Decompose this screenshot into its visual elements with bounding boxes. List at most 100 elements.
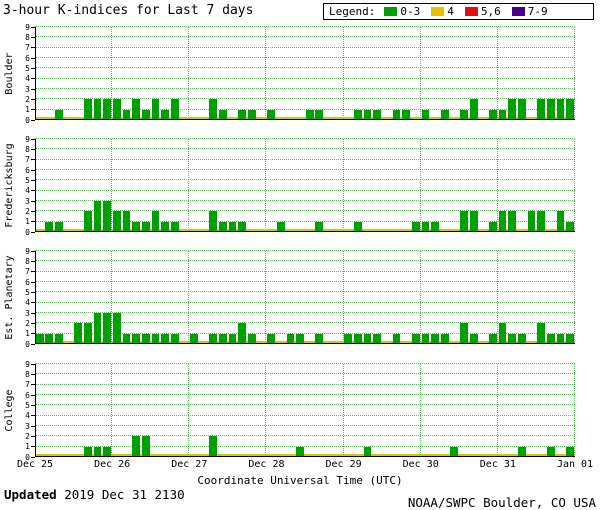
legend-swatch-icon bbox=[511, 7, 525, 16]
k-index-bar bbox=[209, 99, 218, 119]
y-tick-label: 1 bbox=[25, 217, 30, 227]
k-index-bar bbox=[373, 333, 382, 343]
y-tick bbox=[31, 394, 35, 396]
y-tick-label: 7 bbox=[25, 267, 30, 277]
k-index-bar bbox=[460, 323, 468, 343]
k-index-bar bbox=[431, 221, 439, 231]
chart-title: 3-hour K-indices for Last 7 days bbox=[3, 3, 254, 18]
y-tick bbox=[31, 415, 35, 417]
x-axis-line bbox=[35, 231, 575, 232]
y-tick-label: 9 bbox=[25, 359, 30, 369]
y-tick-label: 9 bbox=[25, 246, 30, 256]
h-gridline bbox=[35, 260, 575, 262]
y-tick bbox=[31, 159, 35, 161]
k-index-bar bbox=[546, 99, 555, 119]
y-tick bbox=[31, 231, 35, 233]
h-gridline bbox=[35, 77, 575, 79]
k-index-bar bbox=[267, 333, 276, 343]
y-tick bbox=[31, 210, 35, 212]
k-index-bar bbox=[247, 333, 256, 343]
y-tick bbox=[31, 119, 35, 121]
updated-text: Updated 2019 Dec 31 2130 bbox=[4, 487, 185, 502]
k-index-bar bbox=[402, 109, 411, 119]
k-index-bar bbox=[141, 109, 150, 119]
v-gridline bbox=[265, 27, 267, 120]
y-tick bbox=[31, 425, 35, 427]
k-index-bar bbox=[440, 109, 449, 119]
h-gridline bbox=[35, 363, 575, 364]
h-gridline bbox=[35, 281, 575, 282]
y-tick-label: 0 bbox=[25, 339, 30, 349]
y-tick bbox=[31, 373, 35, 375]
k-index-bar bbox=[141, 436, 150, 456]
k-index-bar bbox=[190, 333, 198, 343]
plot-area bbox=[35, 26, 575, 120]
k-index-bar bbox=[566, 99, 574, 119]
k-index-bar bbox=[93, 99, 102, 119]
h-gridline bbox=[35, 435, 575, 437]
y-tick bbox=[31, 98, 35, 100]
k-index-bar bbox=[556, 333, 565, 343]
legend-swatch-icon bbox=[384, 7, 398, 16]
h-gridline bbox=[35, 138, 575, 139]
panel-est-planetary: Est. Planetary 0 1 2 3 4 5 6 7 8 9 bbox=[0, 247, 600, 349]
y-tick-label: 2 bbox=[25, 94, 30, 104]
y-tick bbox=[31, 138, 35, 140]
h-gridline bbox=[35, 67, 575, 69]
y-axis-line bbox=[35, 251, 36, 344]
k-index-bar bbox=[566, 446, 574, 456]
y-tick bbox=[31, 109, 35, 111]
k-index-bar bbox=[305, 109, 314, 119]
station-label: College bbox=[4, 389, 15, 432]
x-axis-line bbox=[35, 456, 575, 457]
k-index-bar bbox=[489, 333, 497, 343]
y-tick bbox=[31, 221, 35, 223]
h-gridline bbox=[35, 383, 575, 385]
k-index-bar bbox=[421, 221, 430, 231]
k-index-bar bbox=[286, 333, 295, 343]
k-index-bar bbox=[344, 333, 353, 343]
panel-fredericksburg: Fredericksburg 0 1 2 3 4 5 6 7 8 9 bbox=[0, 135, 600, 237]
h-gridline bbox=[35, 200, 575, 201]
k-index-bar bbox=[489, 109, 497, 119]
k-index-bar bbox=[161, 109, 169, 119]
k-index-bar bbox=[161, 333, 169, 343]
h-gridline bbox=[35, 220, 575, 222]
k-index-bar bbox=[498, 109, 507, 119]
k-index-bar bbox=[566, 333, 574, 343]
k-index-bar bbox=[122, 109, 131, 119]
k-index-bar bbox=[209, 211, 218, 231]
legend-swatch-icon bbox=[431, 7, 445, 16]
v-gridline bbox=[265, 139, 267, 232]
legend: Legend: 0-3 4 5,6 7-9 bbox=[323, 3, 594, 20]
x-tick-label: Jan 01 bbox=[556, 459, 594, 470]
k-index-bar bbox=[112, 211, 121, 231]
k-index-bar bbox=[392, 333, 401, 343]
y-tick-label: 6 bbox=[25, 390, 30, 400]
y-tick-label: 7 bbox=[25, 43, 30, 53]
panel-college: College 0 1 2 3 4 5 6 7 8 9 bbox=[0, 360, 600, 462]
y-tick-label: 9 bbox=[25, 134, 30, 144]
h-gridline bbox=[35, 425, 575, 426]
h-gridline bbox=[35, 322, 575, 324]
y-tick bbox=[31, 78, 35, 80]
h-gridline bbox=[35, 46, 575, 48]
v-gridline bbox=[496, 139, 498, 232]
k-index-bar bbox=[498, 323, 507, 343]
k-index-bar bbox=[93, 313, 102, 343]
k-index-bar bbox=[566, 221, 574, 231]
h-gridline bbox=[35, 445, 575, 447]
y-tick-label: 8 bbox=[25, 256, 30, 266]
k-index-bar bbox=[103, 446, 112, 456]
y-tick bbox=[31, 302, 35, 304]
legend-item-4: 4 bbox=[431, 5, 454, 18]
y-tick bbox=[31, 363, 35, 365]
v-gridline bbox=[111, 364, 113, 457]
v-gridline bbox=[111, 251, 113, 344]
y-axis-line bbox=[35, 139, 36, 232]
k-index-bar bbox=[469, 99, 478, 119]
k-index-bar bbox=[431, 333, 439, 343]
baseline-highlight bbox=[35, 454, 575, 456]
k-index-bar bbox=[209, 436, 218, 456]
k-index-bar bbox=[84, 446, 92, 456]
